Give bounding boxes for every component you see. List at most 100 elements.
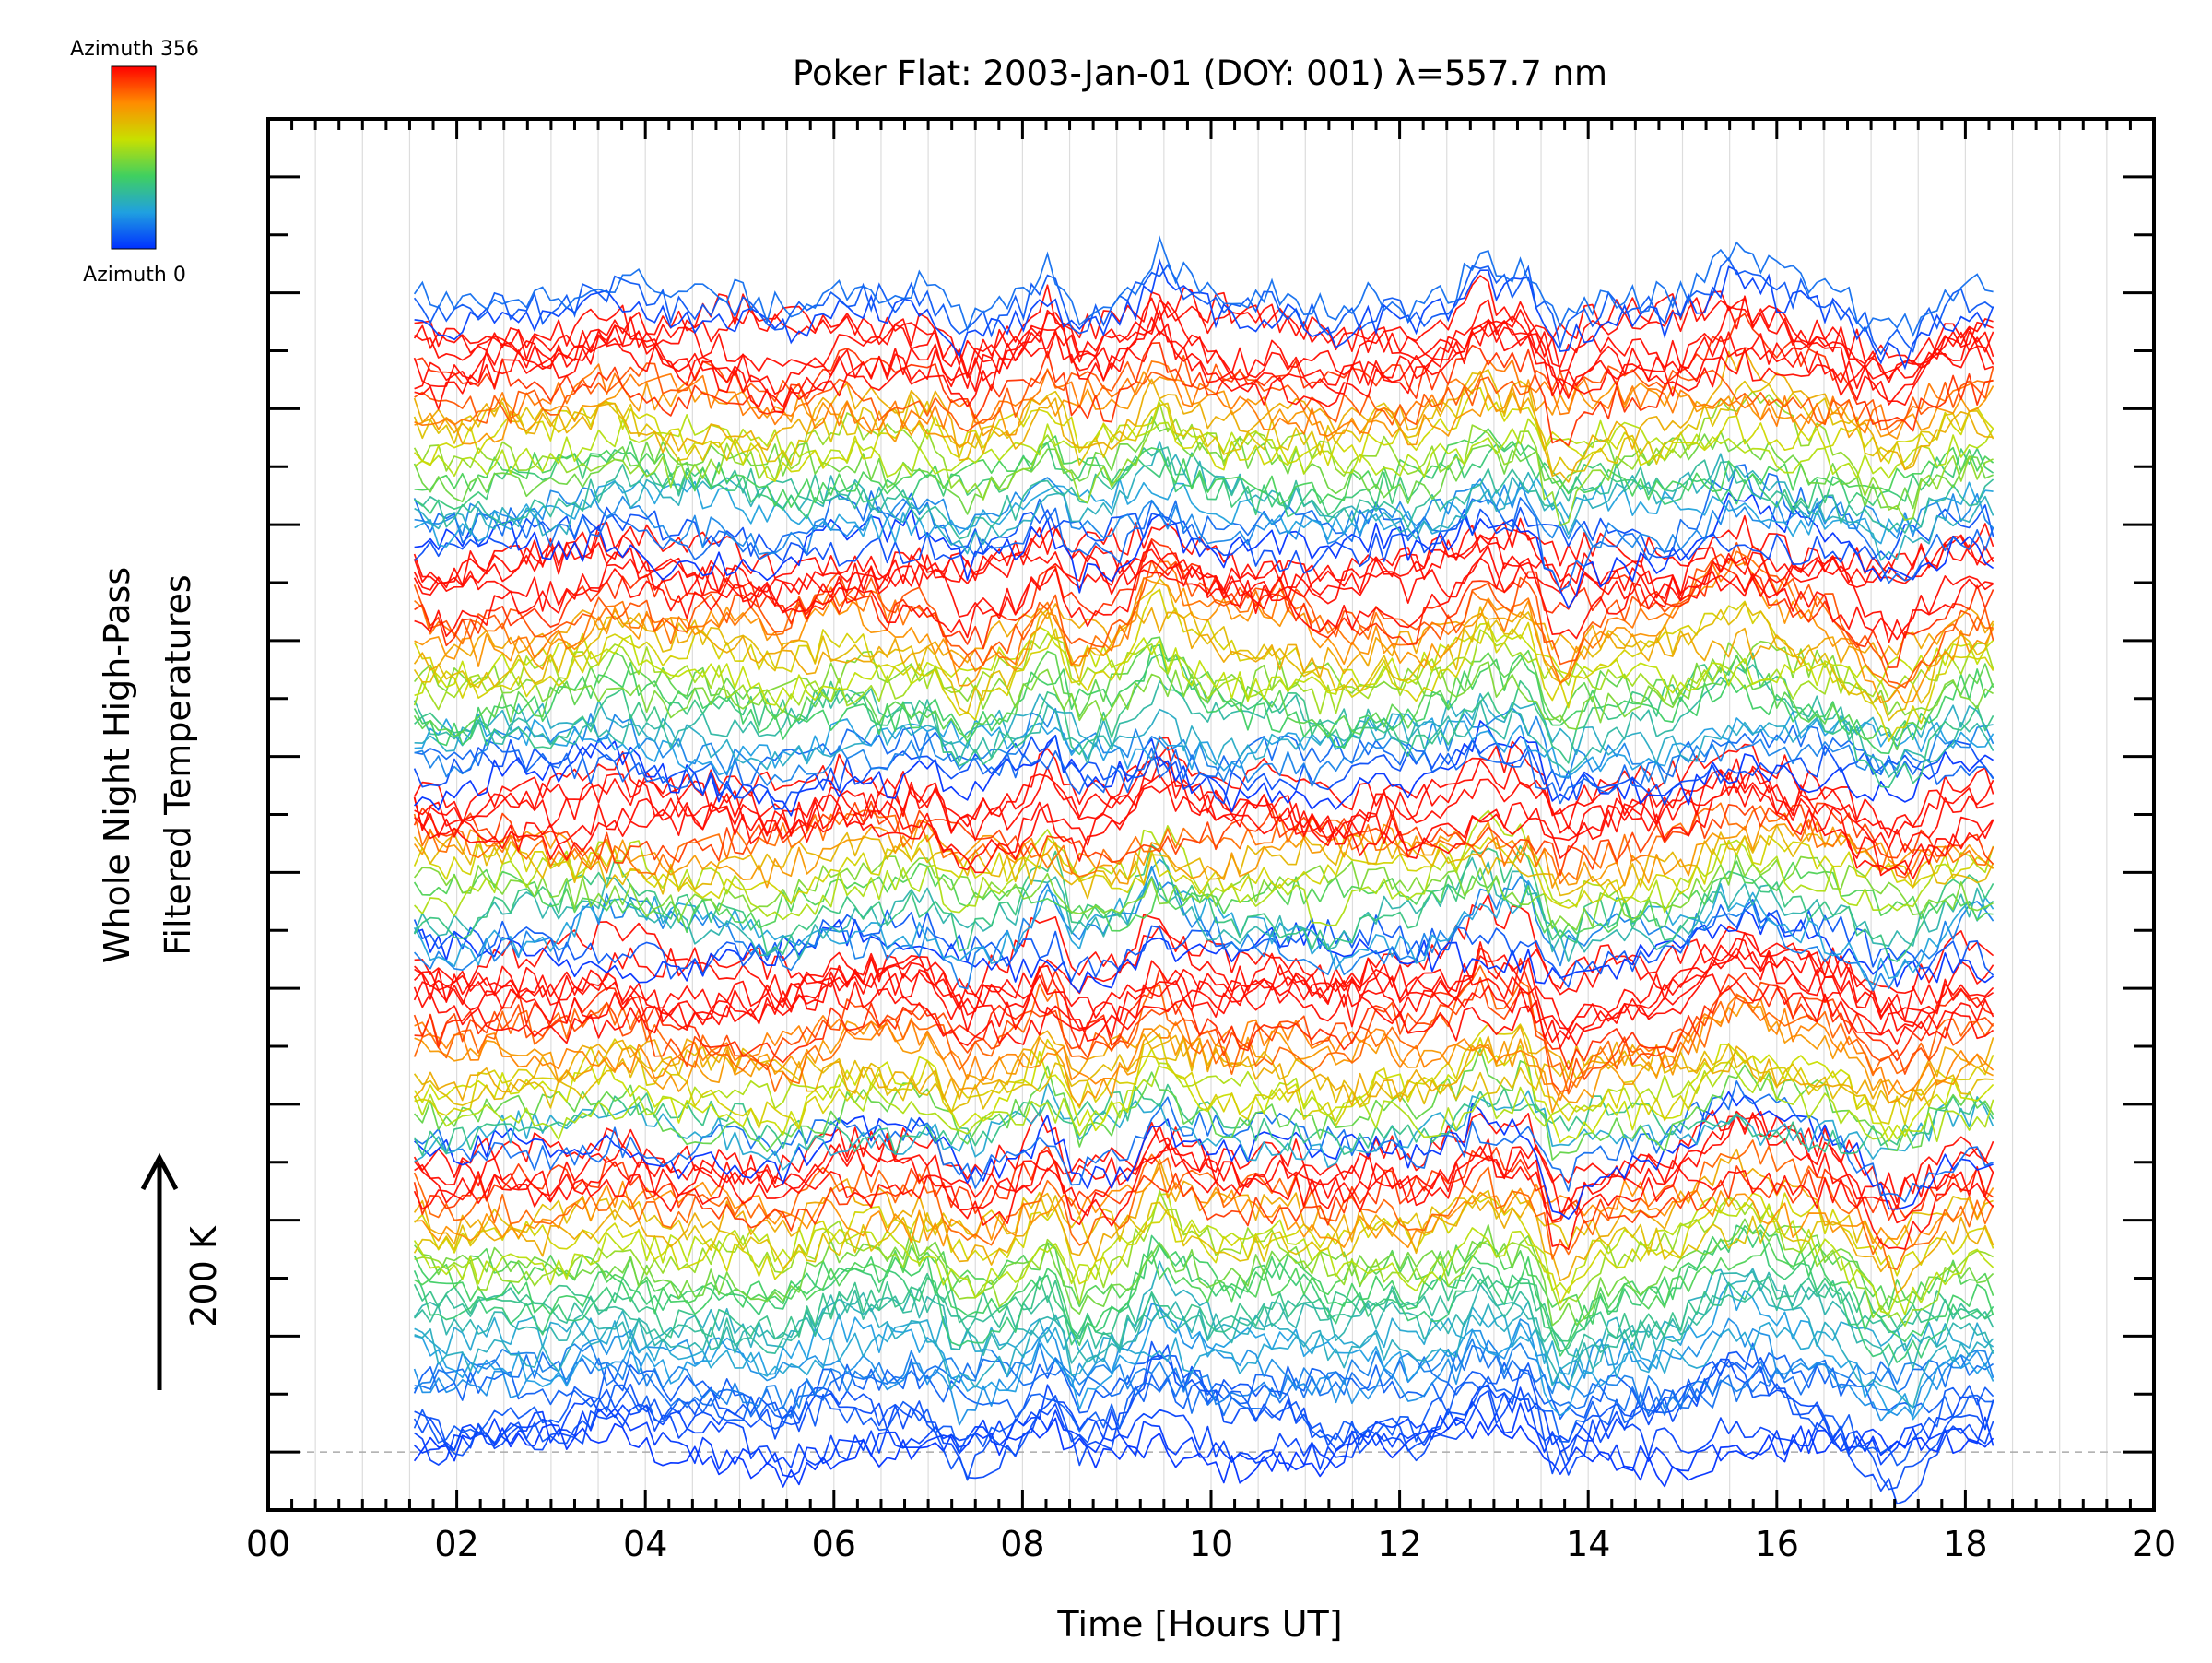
series-line <box>413 899 1994 988</box>
series-line <box>414 711 1994 778</box>
series-line <box>413 1148 1994 1295</box>
series-line <box>414 492 1994 609</box>
series-line <box>413 860 1994 939</box>
x-tick-label: 06 <box>812 1524 856 1564</box>
series-line <box>413 369 1994 475</box>
colorbar-bottom-label: Azimuth 0 <box>83 264 186 287</box>
axis-ticks <box>266 117 2156 1512</box>
x-tick-label: 08 <box>1000 1524 1044 1564</box>
series-line <box>413 858 1994 985</box>
series-line <box>413 588 1994 742</box>
series-line <box>414 371 1994 449</box>
series-line <box>413 629 1994 715</box>
series-line <box>413 1340 1994 1491</box>
series-line <box>413 964 1994 1095</box>
series-line <box>414 354 1994 432</box>
x-tick-label: 16 <box>1755 1524 1799 1564</box>
scale-label: 200 K <box>183 1225 224 1327</box>
series-line <box>413 824 1994 900</box>
series-line <box>414 1241 1994 1320</box>
series-line <box>413 577 1994 722</box>
series-line <box>414 707 1994 787</box>
series-line <box>413 1417 1994 1488</box>
series-line <box>413 1143 1994 1213</box>
series-line <box>413 1224 1994 1357</box>
series-line <box>414 770 1994 879</box>
series-line <box>414 1081 1994 1171</box>
series-line <box>413 1139 1994 1271</box>
series-line <box>413 800 1994 877</box>
x-tick-label: 20 <box>2132 1524 2176 1564</box>
series-line <box>413 1083 1994 1157</box>
series-line <box>414 477 1994 555</box>
series-line <box>413 636 1994 751</box>
series-line <box>414 428 1994 508</box>
series-line <box>414 442 1994 520</box>
series-line <box>413 843 1994 962</box>
series-line <box>414 287 1994 366</box>
series-line <box>414 1305 1994 1379</box>
series-line <box>413 310 1994 390</box>
series-line <box>414 1080 1994 1203</box>
x-tick-label: 02 <box>434 1524 478 1564</box>
series-line <box>413 952 1994 1049</box>
series-line <box>413 720 1994 817</box>
series-line <box>413 1278 1994 1358</box>
series-line <box>414 414 1994 479</box>
series-line <box>414 504 1994 574</box>
x-tick-labels: 00 02 04 06 08 10 12 14 16 18 20 <box>246 1524 2176 1564</box>
series-line <box>414 1401 1994 1478</box>
series-line <box>413 1189 1994 1269</box>
series-line <box>413 819 1994 889</box>
series-line <box>414 1192 1994 1304</box>
series-line <box>413 1060 1994 1143</box>
series-line <box>413 640 1994 730</box>
y-axis-label-line1: Whole Night High-Pass <box>97 567 137 963</box>
series-line <box>414 893 1994 1013</box>
scale-arrow <box>140 1152 179 1390</box>
series-line <box>414 1022 1994 1130</box>
series-line <box>413 526 1994 599</box>
series-line <box>414 622 1994 706</box>
series-line <box>414 319 1994 410</box>
chart-title: Poker Flat: 2003-Jan-01 (DOY: 001) λ=557… <box>793 53 1607 93</box>
series-line <box>413 802 1994 885</box>
x-tick-label: 10 <box>1189 1524 1233 1564</box>
series-line <box>413 1218 1994 1327</box>
series-line <box>413 1111 1994 1214</box>
series-line <box>414 998 1994 1114</box>
y-axis-label-line2: Filtered Temperatures <box>158 574 198 955</box>
series-line <box>413 235 1994 337</box>
series-line <box>414 1344 1994 1419</box>
series-line <box>414 1114 1994 1251</box>
colorbar-gradient <box>111 65 157 250</box>
colorbar-top-label: Azimuth 356 <box>70 38 199 61</box>
x-tick-label: 18 <box>1943 1524 1987 1564</box>
series-line <box>414 441 1994 561</box>
series-line <box>414 258 1994 371</box>
x-tick-label: 04 <box>623 1524 667 1564</box>
series-line <box>413 256 1994 356</box>
series-line <box>413 853 1994 931</box>
series-line <box>414 1338 1994 1409</box>
series-line <box>413 973 1994 1046</box>
series-line <box>413 1266 1994 1352</box>
series-line <box>414 932 1994 1032</box>
series-line <box>414 299 1994 414</box>
series-line <box>413 1270 1994 1389</box>
series-line <box>414 759 1994 844</box>
x-tick-label: 00 <box>246 1524 290 1564</box>
series-line <box>414 1091 1994 1220</box>
series-line <box>413 386 1994 482</box>
series-group <box>413 235 1994 1505</box>
x-axis-label: Time [Hours UT] <box>1056 1604 1342 1645</box>
x-tick-label: 12 <box>1377 1524 1421 1564</box>
series-line <box>413 514 1994 643</box>
series-line <box>414 477 1994 548</box>
series-line <box>414 692 1994 771</box>
series-line <box>413 941 1994 1044</box>
series-line <box>413 1109 1994 1224</box>
series-line <box>413 1342 1994 1443</box>
